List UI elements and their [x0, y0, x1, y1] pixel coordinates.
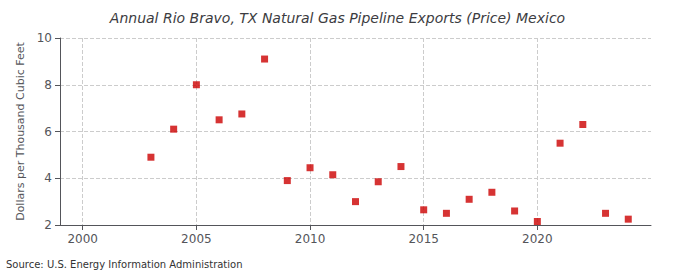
svg-text:10: 10	[37, 31, 52, 45]
svg-text:2010: 2010	[295, 232, 326, 246]
svg-text:2015: 2015	[408, 232, 439, 246]
svg-text:Annual Rio Bravo, TX Natural G: Annual Rio Bravo, TX Natural Gas Pipelin…	[109, 10, 565, 26]
svg-text:Dollars per Thousand Cubic Fee: Dollars per Thousand Cubic Feet	[14, 41, 27, 220]
svg-text:Source: U.S. Energy Informatio: Source: U.S. Energy Information Administ…	[6, 259, 243, 270]
svg-text:2: 2	[44, 218, 52, 232]
svg-text:4: 4	[44, 171, 52, 185]
svg-text:6: 6	[44, 125, 52, 139]
svg-text:8: 8	[44, 78, 52, 92]
svg-text:2000: 2000	[67, 232, 98, 246]
svg-text:2020: 2020	[522, 232, 553, 246]
svg-text:2005: 2005	[181, 232, 212, 246]
